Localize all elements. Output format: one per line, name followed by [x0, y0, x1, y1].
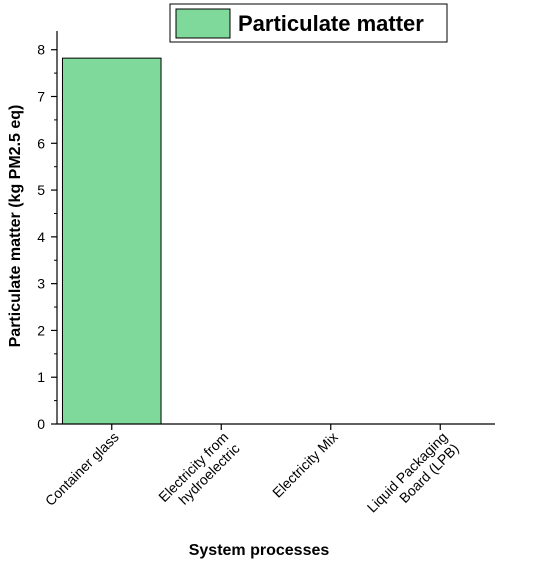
x-axis-title: System processes — [189, 542, 330, 559]
x-tick-label-2: Electricity Mix — [269, 429, 341, 501]
y-tick-label-4: 4 — [37, 229, 45, 245]
bar-0 — [61, 57, 162, 425]
y-tick-label-8: 8 — [37, 42, 45, 58]
y-axis-title: Particulate matter (kg PM2.5 eq) — [7, 105, 24, 348]
y-tick-label-7: 7 — [37, 89, 45, 105]
y-tick-label-3: 3 — [37, 276, 45, 292]
y-tick-label-5: 5 — [37, 182, 45, 198]
y-tick-label-2: 2 — [37, 322, 45, 338]
legend-swatch — [175, 8, 231, 39]
x-tick-label-3: Liquid PackagingBoard (LPB) — [364, 429, 462, 527]
y-tick-label-0: 0 — [37, 416, 45, 432]
x-tick-label-1: Electricity fromhydroelectric — [155, 429, 243, 517]
x-tick-label-0: Container glass — [42, 429, 122, 509]
y-tick-label-6: 6 — [37, 135, 45, 151]
legend: Particulate matter — [169, 3, 448, 43]
legend-label: Particulate matter — [238, 11, 424, 36]
y-tick-label-1: 1 — [37, 369, 45, 385]
